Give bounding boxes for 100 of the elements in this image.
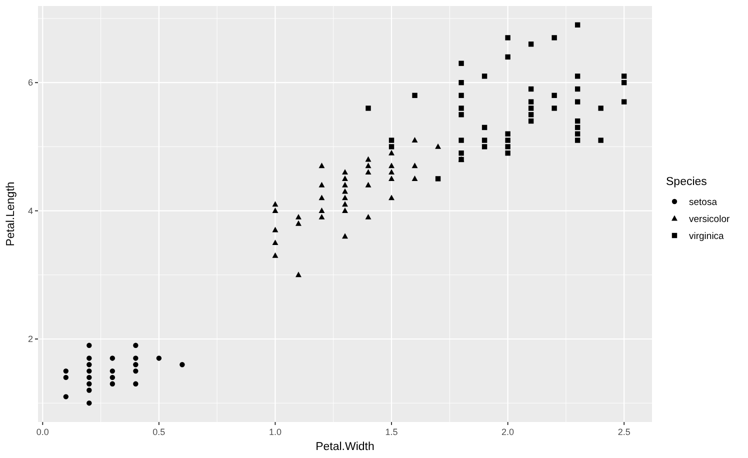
y-tick-label: 6 xyxy=(28,78,33,88)
point xyxy=(458,150,464,156)
point xyxy=(133,356,138,361)
point xyxy=(295,272,302,278)
x-tick-label: 0.5 xyxy=(152,427,166,437)
point xyxy=(388,194,395,200)
point xyxy=(295,220,302,226)
point xyxy=(272,240,278,246)
point xyxy=(482,138,488,143)
legend-label: setosa xyxy=(689,197,718,208)
point xyxy=(552,35,557,40)
point xyxy=(272,226,278,232)
point xyxy=(388,138,394,143)
point xyxy=(86,362,92,368)
legend-label: versicolor xyxy=(689,214,730,225)
point xyxy=(482,124,488,130)
point xyxy=(342,208,348,214)
point xyxy=(110,381,116,386)
point xyxy=(366,106,371,111)
point xyxy=(388,162,395,168)
point xyxy=(458,106,464,111)
legend-label: virginica xyxy=(689,231,725,242)
point xyxy=(63,374,69,380)
x-tick-label: 1.0 xyxy=(268,427,282,437)
point xyxy=(110,356,116,361)
y-tick-label: 4 xyxy=(28,206,33,216)
x-axis-title: Petal.Width xyxy=(316,441,374,453)
point xyxy=(621,74,627,79)
point xyxy=(598,138,604,143)
point xyxy=(342,169,348,175)
point xyxy=(110,374,116,380)
point xyxy=(86,400,92,406)
point xyxy=(574,99,580,104)
point xyxy=(458,112,464,118)
point xyxy=(458,80,464,86)
point xyxy=(505,131,510,136)
point xyxy=(318,194,325,200)
point xyxy=(388,144,394,150)
point xyxy=(63,394,69,400)
point xyxy=(180,362,185,368)
point xyxy=(528,99,534,104)
point xyxy=(365,169,372,175)
point xyxy=(318,162,325,168)
point xyxy=(435,176,441,182)
point xyxy=(342,201,348,207)
point xyxy=(342,188,348,194)
x-tick-label: 1.5 xyxy=(385,427,398,437)
point xyxy=(528,112,534,118)
point xyxy=(388,175,395,181)
point xyxy=(272,201,278,207)
point xyxy=(272,208,278,214)
point xyxy=(318,214,325,220)
point xyxy=(482,74,488,79)
point xyxy=(552,92,557,98)
point xyxy=(505,35,510,40)
point xyxy=(133,342,138,348)
x-tick-label: 2.0 xyxy=(502,427,514,437)
point xyxy=(110,368,116,374)
point xyxy=(133,381,138,386)
point xyxy=(435,143,442,149)
point xyxy=(342,175,348,181)
point xyxy=(365,156,372,162)
point xyxy=(412,162,418,168)
point xyxy=(365,182,372,188)
point xyxy=(365,162,372,168)
point xyxy=(318,182,325,188)
point xyxy=(505,54,510,60)
point xyxy=(458,138,464,143)
point xyxy=(86,368,92,374)
point xyxy=(574,131,580,136)
point xyxy=(458,92,464,98)
point xyxy=(133,368,138,374)
point xyxy=(412,92,418,98)
point xyxy=(505,144,510,150)
point xyxy=(621,99,627,104)
point xyxy=(505,138,510,143)
point xyxy=(342,182,348,188)
point xyxy=(63,368,69,374)
point xyxy=(505,150,510,156)
point xyxy=(342,194,348,200)
point xyxy=(388,150,395,156)
point xyxy=(598,106,604,111)
point xyxy=(458,60,464,66)
point xyxy=(574,118,580,124)
point xyxy=(133,362,138,368)
point xyxy=(342,233,348,239)
point xyxy=(86,342,92,348)
point xyxy=(156,356,162,361)
point xyxy=(412,175,418,181)
point xyxy=(482,144,488,150)
point xyxy=(574,124,580,130)
point xyxy=(528,118,534,124)
point xyxy=(86,388,92,393)
point xyxy=(574,138,580,143)
point xyxy=(621,80,627,86)
point xyxy=(86,356,92,361)
point xyxy=(528,86,534,92)
x-tick-label: 0.0 xyxy=(36,427,49,437)
point xyxy=(528,106,534,111)
point xyxy=(365,214,372,220)
